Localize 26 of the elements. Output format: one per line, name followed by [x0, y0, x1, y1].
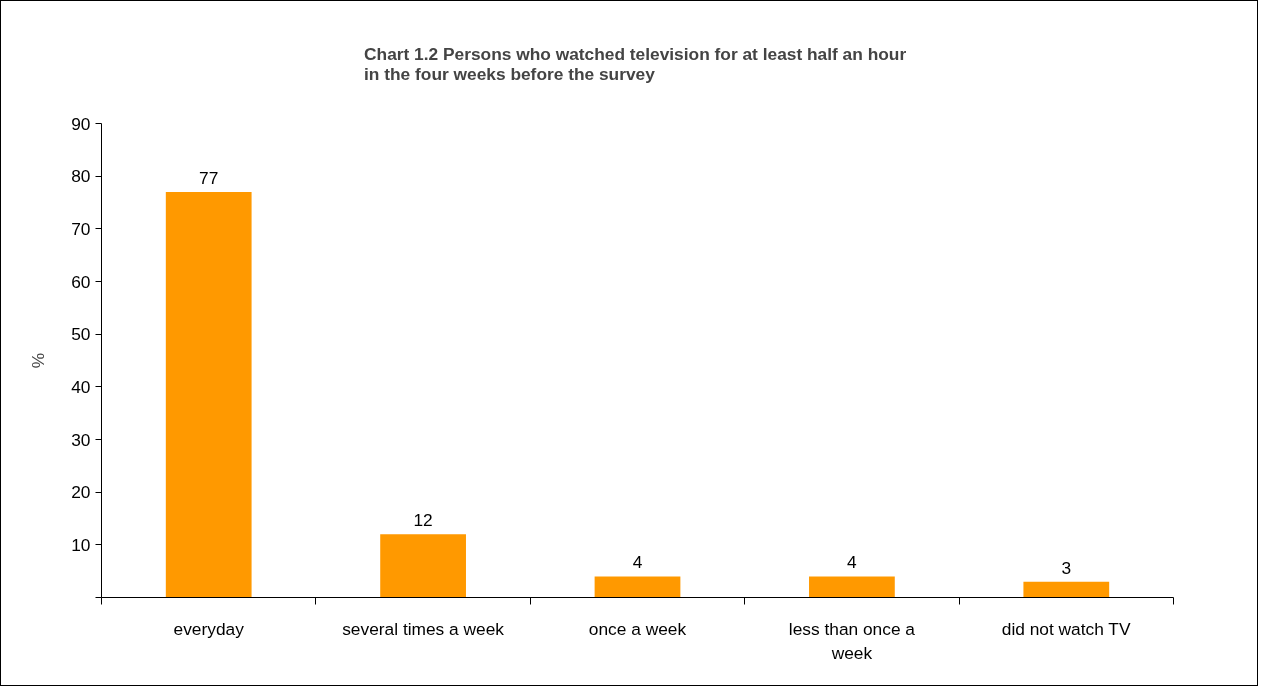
data-label: 77 — [199, 167, 219, 188]
y-tick-label: 10 — [71, 534, 91, 555]
bar — [380, 534, 466, 598]
x-tick-label: everyday — [173, 618, 245, 639]
data-label: 12 — [413, 510, 433, 531]
y-tick-label: 30 — [71, 429, 91, 450]
y-tick-label: 60 — [71, 271, 91, 292]
bar — [809, 576, 895, 598]
bar — [1023, 581, 1110, 598]
y-tick-label: 50 — [71, 324, 91, 345]
x-tick-label: less than once a week — [788, 618, 916, 663]
y-tick-label: 20 — [71, 482, 91, 503]
x-tick-label: once a week — [588, 618, 687, 639]
data-label: 4 — [632, 552, 643, 573]
x-tick-label: several times a week — [342, 618, 505, 639]
y-tick-label: 70 — [71, 218, 91, 239]
bar — [165, 191, 252, 598]
data-label: 3 — [1061, 557, 1072, 578]
x-tick-label: did not watch TV — [1001, 618, 1131, 639]
chart-title: Chart 1.2 Persons who watched television for at least half an hour in the four weeks before the survey — [364, 43, 907, 84]
y-tick-label: 90 — [71, 113, 91, 134]
y-tick-label: 40 — [71, 376, 91, 397]
bar — [594, 576, 681, 598]
y-axis-title: % — [28, 352, 49, 369]
y-tick-label: 80 — [71, 166, 91, 187]
data-label: 4 — [847, 552, 858, 573]
